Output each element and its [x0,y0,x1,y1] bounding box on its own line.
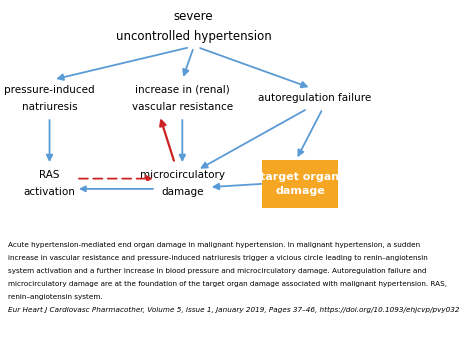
Text: damage: damage [275,186,325,196]
Text: microcirculatory damage are at the foundation of the target organ damage associa: microcirculatory damage are at the found… [8,281,447,287]
FancyArrowPatch shape [81,186,153,191]
Text: vascular resistance: vascular resistance [132,102,233,112]
Text: renin–angiotensin system.: renin–angiotensin system. [8,294,102,300]
FancyArrowPatch shape [58,48,187,80]
Text: RAS: RAS [39,170,60,180]
Text: uncontrolled hypertension: uncontrolled hypertension [116,31,272,43]
FancyArrowPatch shape [183,50,193,75]
FancyArrowPatch shape [180,120,185,160]
Text: microcirculatory: microcirculatory [140,170,225,180]
FancyArrowPatch shape [200,48,307,87]
Text: Acute hypertension-mediated end organ damage in malignant hypertension. In malig: Acute hypertension-mediated end organ da… [8,242,420,248]
Text: target organ: target organ [260,172,339,182]
Text: natriuresis: natriuresis [22,102,77,112]
Text: system activation and a further increase in blood pressure and microcirculatory : system activation and a further increase… [8,268,426,274]
Text: activation: activation [24,187,75,197]
Text: pressure-induced: pressure-induced [4,85,95,95]
Text: increase in vascular resistance and pressure-induced natriuresis trigger a vicio: increase in vascular resistance and pres… [8,255,428,261]
Text: damage: damage [161,187,203,197]
FancyArrowPatch shape [201,110,305,168]
Text: autoregulation failure: autoregulation failure [258,93,372,103]
FancyArrowPatch shape [214,184,261,189]
FancyArrowPatch shape [47,120,52,160]
Text: increase in (renal): increase in (renal) [135,85,230,95]
Text: Eur Heart J Cardiovasc Pharmacother, Volume 5, Issue 1, January 2019, Pages 37–4: Eur Heart J Cardiovasc Pharmacother, Vol… [8,307,459,313]
Text: severe: severe [174,10,213,23]
FancyArrowPatch shape [79,176,151,181]
FancyArrowPatch shape [160,120,174,161]
FancyBboxPatch shape [262,160,338,208]
FancyArrowPatch shape [298,111,321,155]
